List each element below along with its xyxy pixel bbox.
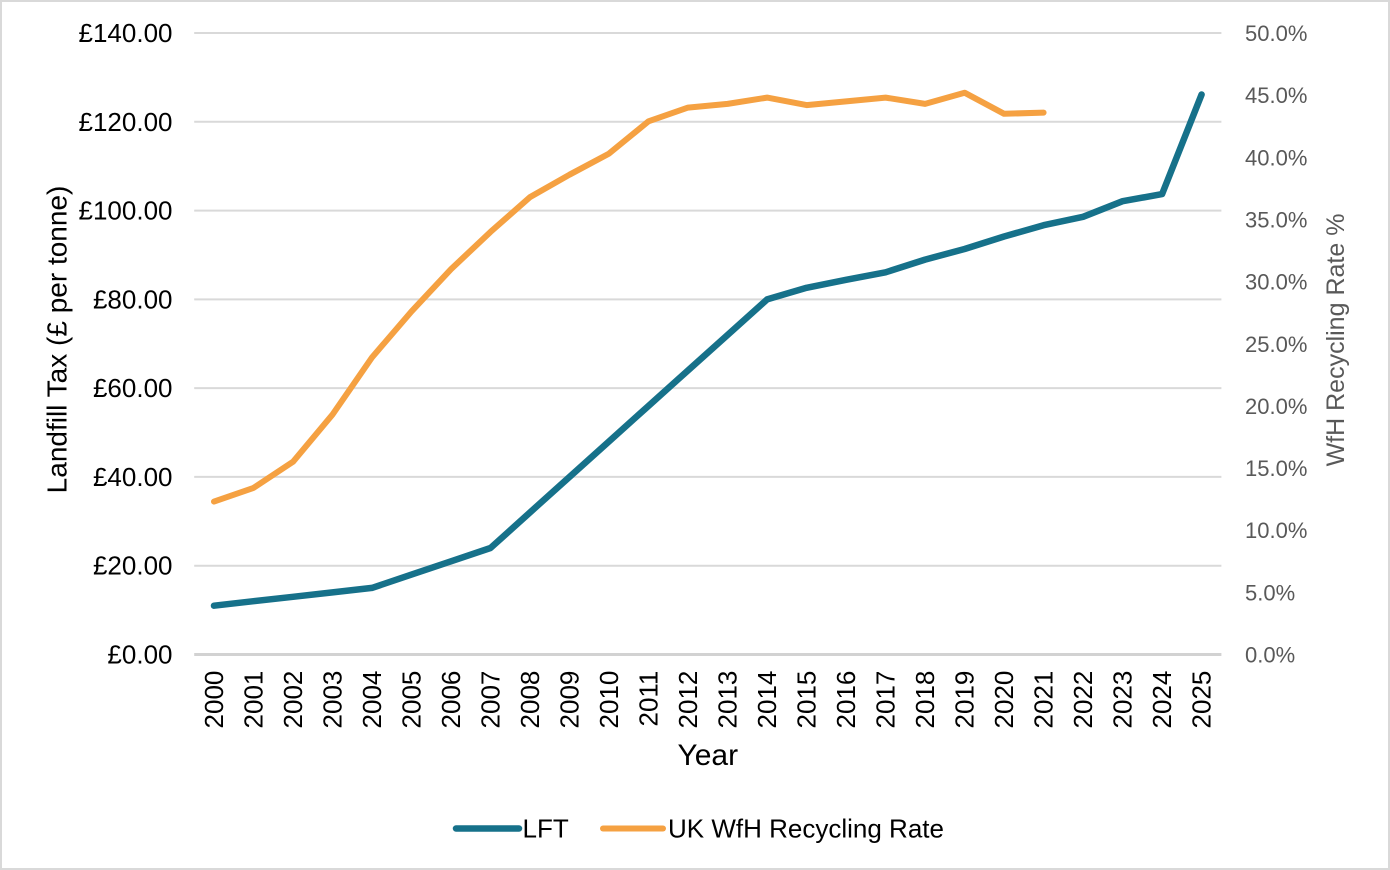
svg-text:50.0%: 50.0% <box>1245 21 1307 46</box>
svg-text:2010: 2010 <box>594 671 624 729</box>
svg-text:LFT: LFT <box>523 814 569 844</box>
svg-text:2008: 2008 <box>515 671 545 729</box>
svg-text:£140.00: £140.00 <box>79 18 173 48</box>
svg-text:15.0%: 15.0% <box>1245 456 1307 481</box>
svg-text:2025: 2025 <box>1187 671 1217 729</box>
svg-text:UK WfH Recycling Rate: UK WfH Recycling Rate <box>668 814 944 844</box>
svg-text:2004: 2004 <box>357 671 387 729</box>
svg-text:2002: 2002 <box>278 671 308 729</box>
svg-text:2020: 2020 <box>989 671 1019 729</box>
svg-text:2007: 2007 <box>476 671 506 729</box>
svg-text:25.0%: 25.0% <box>1245 332 1307 357</box>
svg-text:2019: 2019 <box>950 671 980 729</box>
svg-text:£40.00: £40.00 <box>93 462 173 492</box>
svg-text:2018: 2018 <box>910 671 940 729</box>
svg-text:WfH Recycling Rate %: WfH Recycling Rate % <box>1322 214 1350 467</box>
svg-text:20.0%: 20.0% <box>1245 394 1307 419</box>
svg-text:2015: 2015 <box>792 671 822 729</box>
svg-text:2005: 2005 <box>397 671 427 729</box>
svg-text:£80.00: £80.00 <box>93 284 173 314</box>
svg-text:Year: Year <box>677 739 738 772</box>
svg-text:2022: 2022 <box>1068 671 1098 729</box>
svg-text:£20.00: £20.00 <box>93 551 173 581</box>
svg-text:2017: 2017 <box>871 671 901 729</box>
svg-text:2011: 2011 <box>634 671 664 727</box>
svg-text:2012: 2012 <box>673 671 703 729</box>
svg-text:2000: 2000 <box>199 671 229 729</box>
svg-text:2009: 2009 <box>555 671 585 729</box>
svg-text:£0.00: £0.00 <box>107 640 172 670</box>
svg-text:2023: 2023 <box>1108 671 1138 729</box>
svg-text:2001: 2001 <box>239 671 269 729</box>
svg-text:2024: 2024 <box>1147 671 1177 729</box>
svg-text:2016: 2016 <box>831 671 861 729</box>
svg-text:45.0%: 45.0% <box>1245 83 1307 108</box>
svg-text:Landfill Tax (£ per tonne): Landfill Tax (£ per tonne) <box>42 186 73 494</box>
svg-text:2014: 2014 <box>752 671 782 729</box>
svg-text:10.0%: 10.0% <box>1245 518 1307 543</box>
svg-text:£100.00: £100.00 <box>79 196 173 226</box>
svg-text:£120.00: £120.00 <box>79 107 173 137</box>
svg-text:2021: 2021 <box>1029 671 1059 729</box>
svg-text:40.0%: 40.0% <box>1245 145 1307 170</box>
svg-text:30.0%: 30.0% <box>1245 270 1307 295</box>
svg-text:2013: 2013 <box>713 671 743 729</box>
svg-text:35.0%: 35.0% <box>1245 207 1307 232</box>
svg-text:2003: 2003 <box>318 671 348 729</box>
svg-text:£60.00: £60.00 <box>93 373 173 403</box>
svg-text:2006: 2006 <box>436 671 466 729</box>
svg-text:5.0%: 5.0% <box>1245 580 1295 605</box>
svg-text:0.0%: 0.0% <box>1245 643 1295 668</box>
